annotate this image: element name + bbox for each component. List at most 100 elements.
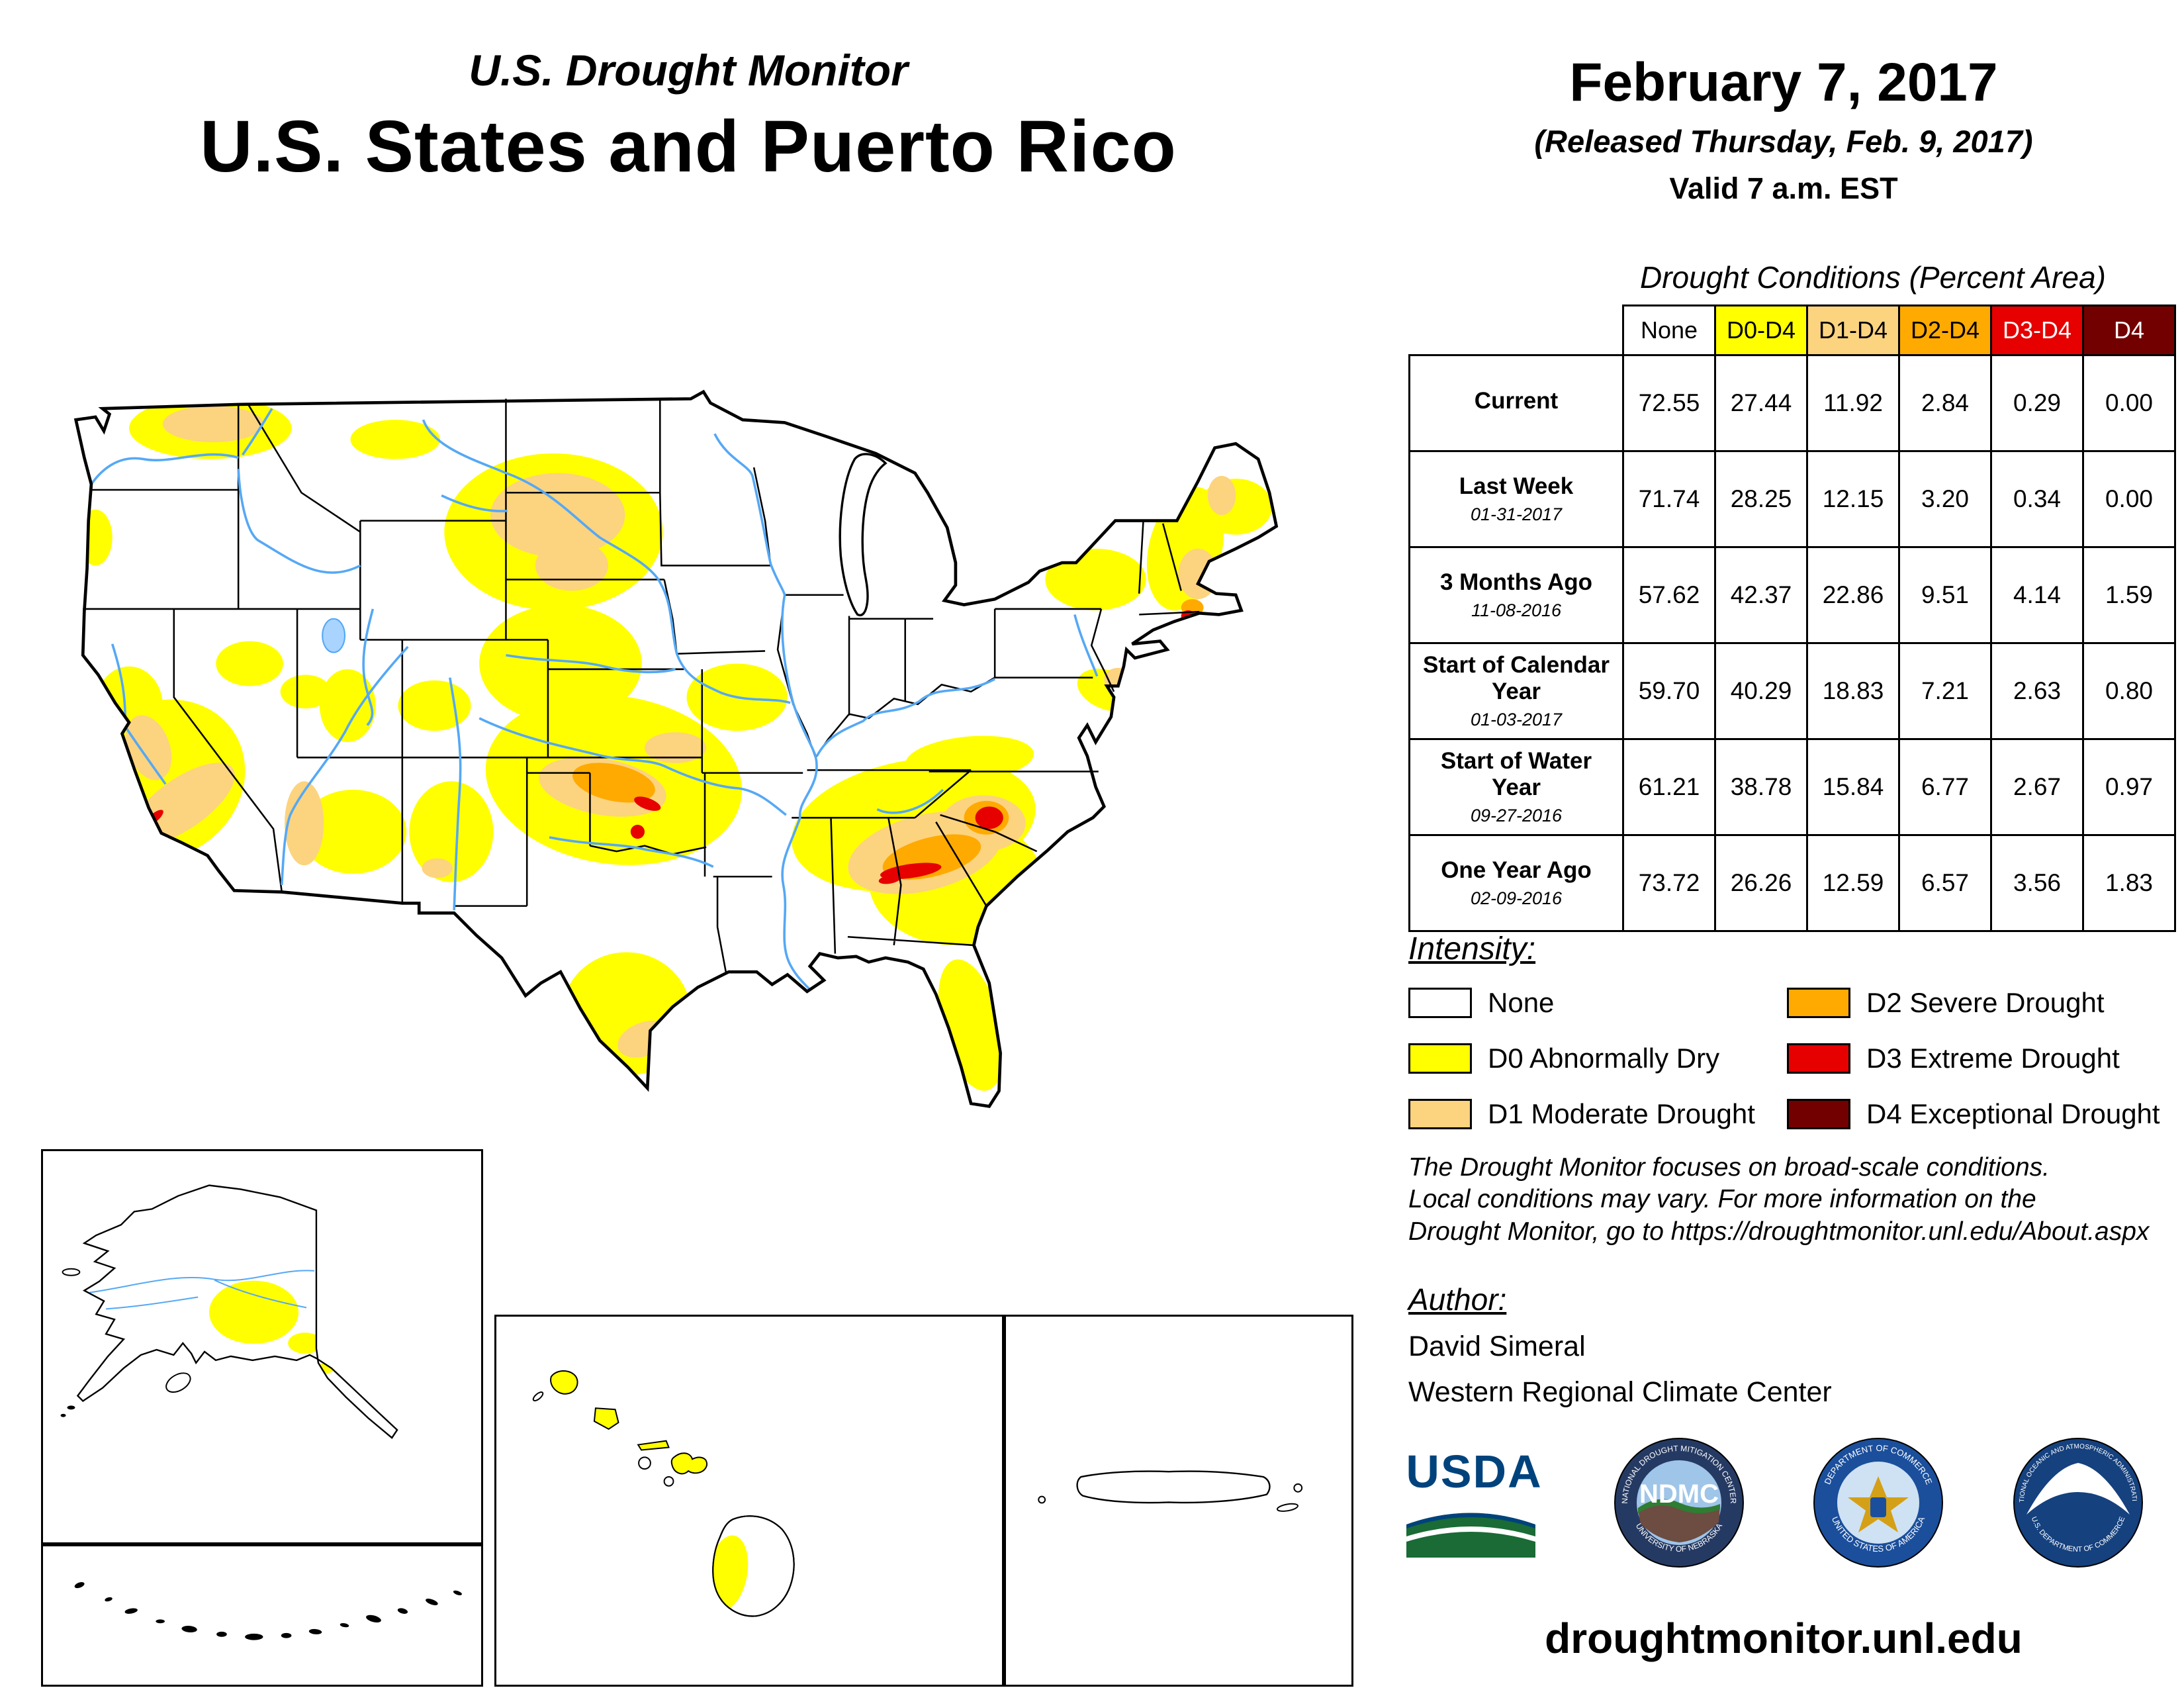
legend-item-d1: D1 Moderate Drought — [1408, 1098, 1787, 1130]
conus-drought-map — [73, 389, 1279, 1108]
rivers-layer — [90, 408, 1099, 996]
table-row: Last Week 01-31-2017 71.74 28.25 12.15 3.… — [1408, 450, 2176, 548]
valid-time: Valid 7 a.m. EST — [1669, 171, 1898, 205]
aleutians-inset — [41, 1544, 483, 1687]
table-cell: 15.84 — [1806, 738, 1900, 836]
row-label: Last Week 01-31-2017 — [1408, 450, 1624, 548]
table-cell: 9.51 — [1898, 546, 1992, 644]
table-cell: 72.55 — [1622, 354, 1716, 452]
intensity-legend: Intensity: None D0 Abnormally Dry D1 Mod… — [1408, 931, 2184, 1130]
table-cell: 61.21 — [1622, 738, 1716, 836]
table-cell: 0.29 — [1990, 354, 2084, 452]
table-cell: 4.14 — [1990, 546, 2084, 644]
col-d3: D3-D4 — [1990, 305, 2084, 356]
table-cell: 42.37 — [1714, 546, 1808, 644]
none-swatch — [1408, 988, 1472, 1018]
svg-text:NDMC: NDMC — [1639, 1479, 1719, 1509]
puerto-rico-inset — [1004, 1315, 1353, 1687]
ndmc-logo: NDMC NATIONAL DROUGHT MITIGATION CENTER … — [1614, 1438, 1744, 1568]
table-cell: 7.21 — [1898, 642, 1992, 740]
d3-swatch — [1787, 1043, 1850, 1074]
table-cell: 2.67 — [1990, 738, 2084, 836]
table-cell: 71.74 — [1622, 450, 1716, 548]
table-cell: 2.84 — [1898, 354, 1992, 452]
title-block: U.S. Drought Monitor U.S. States and Pue… — [86, 45, 1291, 189]
map-date: February 7, 2017 — [1569, 52, 1998, 113]
table-cell: 0.00 — [2082, 354, 2176, 452]
row-label: Start of Water Year 09-27-2016 — [1408, 738, 1624, 836]
author-org: Western Regional Climate Center — [1408, 1376, 1832, 1408]
mona-island — [1038, 1495, 1046, 1504]
alaska-map — [60, 1184, 398, 1439]
great-salt-lake — [322, 618, 346, 653]
d2-swatch — [1787, 988, 1850, 1018]
aleutian-islands — [74, 1582, 462, 1640]
st-lawrence-island — [62, 1268, 81, 1276]
col-none: None — [1622, 305, 1716, 356]
table-cell: 2.63 — [1990, 642, 2084, 740]
table-cell: 28.25 — [1714, 450, 1808, 548]
table-cell: 3.20 — [1898, 450, 1992, 548]
kahoolawe — [663, 1476, 674, 1487]
col-d4: D4 — [2082, 305, 2176, 356]
puerto-rico-island — [1076, 1470, 1271, 1504]
table-header: None D0-D4 D1-D4 D2-D4 D3-D4 D4 — [1409, 305, 2176, 356]
legend-item-d0: D0 Abnormally Dry — [1408, 1043, 1787, 1074]
table-row: Start of Water Year 09-27-2016 61.21 38.7… — [1408, 738, 2176, 836]
table-row: Start of Calendar Year 01-03-2017 59.70 4… — [1408, 642, 2176, 740]
maui — [670, 1452, 707, 1475]
disclaimer-text: The Drought Monitor focuses on broad-sca… — [1408, 1153, 2150, 1246]
table-cell: 3.56 — [1990, 834, 2084, 932]
table-cell: 27.44 — [1714, 354, 1808, 452]
hawaii-inset — [494, 1315, 1004, 1687]
table-cell: 12.15 — [1806, 450, 1900, 548]
conus-outline — [73, 389, 1279, 1108]
aleutians-map — [74, 1582, 462, 1640]
table-cell: 1.83 — [2082, 834, 2176, 932]
logo-row: USDA NDMC NATIONAL DROUGHT MITIGATION CE… — [1403, 1436, 2144, 1569]
usda-logo: USDA — [1403, 1445, 1545, 1561]
row-label: Start of Calendar Year 01-03-2017 — [1408, 642, 1624, 740]
legend-title: Intensity: — [1408, 931, 1536, 966]
page-title: U.S. States and Puerto Rico — [200, 106, 1177, 187]
table-cell: 11.92 — [1806, 354, 1900, 452]
aleutian-start-islands — [60, 1405, 75, 1417]
legend-item-d2: D2 Severe Drought — [1787, 987, 2184, 1019]
col-d1: D1-D4 — [1806, 305, 1900, 356]
kauai — [550, 1370, 578, 1395]
lanai — [638, 1456, 651, 1470]
table-row: Current 72.55 27.44 11.92 2.84 0.29 0.00 — [1408, 354, 2176, 452]
d4-swatch — [1787, 1099, 1850, 1129]
niihau — [532, 1391, 544, 1401]
puerto-rico-map — [1038, 1470, 1303, 1512]
alaska-drought-layer — [209, 1280, 334, 1374]
table-cell: 40.29 — [1714, 642, 1808, 740]
legend-item-d3: D3 Extreme Drought — [1787, 1043, 2184, 1074]
alaska-outline — [76, 1184, 398, 1439]
table-cell: 6.77 — [1898, 738, 1992, 836]
vieques — [1276, 1503, 1299, 1512]
d1-swatch — [1408, 1099, 1472, 1129]
table-title: Drought Conditions (Percent Area) — [1640, 260, 2106, 295]
noaa-logo: NATIONAL OCEANIC AND ATMOSPHERIC ADMINIS… — [2012, 1436, 2143, 1568]
alaska-inset — [41, 1149, 483, 1544]
table-row: 3 Months Ago 11-08-2016 57.62 42.37 22.86… — [1408, 546, 2176, 644]
table-cell: 22.86 — [1806, 546, 1900, 644]
doc-logo: DEPARTMENT OF COMMERCE UNITED STATES OF … — [1813, 1438, 1944, 1568]
table-cell: 0.34 — [1990, 450, 2084, 548]
molokai — [637, 1440, 670, 1451]
legend-item-none: None — [1408, 987, 1787, 1019]
table-cell: 38.78 — [1714, 738, 1808, 836]
table-cell: 0.80 — [2082, 642, 2176, 740]
row-label: Current — [1408, 354, 1624, 452]
table-cell: 73.72 — [1622, 834, 1716, 932]
usda-symbol-icon — [1406, 1513, 1535, 1558]
d1-areas — [126, 406, 1236, 1058]
d0-swatch — [1408, 1043, 1472, 1074]
table-corner-cell — [1409, 305, 1623, 355]
col-d2: D2-D4 — [1898, 305, 1992, 356]
alaska-rivers — [89, 1270, 315, 1310]
drought-conditions-table: None D0-D4 D1-D4 D2-D4 D3-D4 D4 Current … — [1408, 305, 2176, 932]
date-block: February 7, 2017 (Released Thursday, Feb… — [1416, 52, 2151, 206]
culebra — [1293, 1483, 1303, 1493]
